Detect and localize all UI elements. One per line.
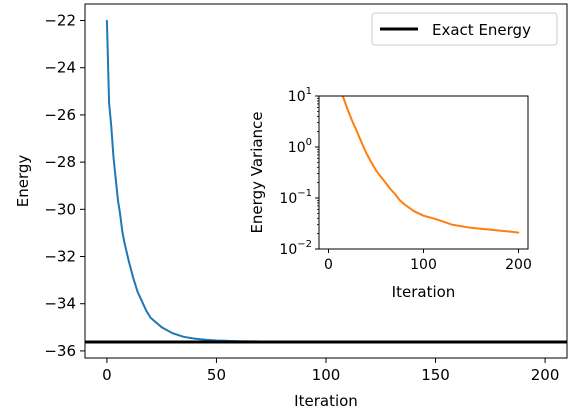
main-data-point	[136, 291, 139, 293]
legend-entry-exact-energy: Exact Energy	[432, 21, 531, 39]
inset-data-point	[508, 230, 510, 233]
main-y-tick-label: −26	[44, 106, 76, 124]
main-y-tick-label: −30	[44, 200, 76, 218]
inset-x-tick-label: 100	[410, 257, 437, 273]
main-y-tick-label: −36	[44, 342, 76, 360]
main-data-point	[141, 300, 143, 303]
main-data-point	[193, 337, 196, 340]
inset-data-point	[384, 181, 387, 184]
inset-data-point	[361, 142, 363, 144]
main-x-tick-label: 0	[102, 366, 112, 384]
main-y-tick-label: −22	[44, 12, 76, 30]
inset-data-point	[375, 169, 377, 172]
main-x-tick-label: 150	[421, 366, 450, 384]
main-data-point	[117, 199, 119, 201]
inset-data-point	[489, 228, 491, 231]
main-x-tick-label: 50	[207, 366, 226, 384]
main-data-point	[149, 317, 152, 319]
main-data-point	[182, 336, 185, 338]
inset-data-point	[498, 229, 501, 232]
inset-data-point	[413, 210, 415, 212]
main-data-point	[171, 332, 174, 335]
legend: Exact Energy	[371, 12, 558, 46]
inset-data-point	[432, 217, 434, 220]
inset-data-point	[399, 199, 401, 202]
main-y-ticks: −36 −34 −32 −30 −28 −26 −24 −22	[44, 12, 85, 360]
main-data-point	[123, 241, 126, 244]
legend-box	[371, 12, 558, 46]
main-x-tick-label: 100	[312, 366, 341, 384]
inset-series-line-0	[341, 95, 519, 234]
main-data-point	[110, 125, 113, 128]
main-data-point	[119, 213, 121, 215]
main-y-tick-label: −28	[44, 153, 76, 171]
main-data-point	[106, 19, 108, 22]
main-data-point	[204, 339, 207, 341]
inset-data-point	[517, 231, 520, 234]
inset-data-point	[380, 176, 382, 178]
inset-y-tick-label: 101	[288, 86, 312, 105]
main-y-tick-label: −34	[44, 295, 76, 313]
main-data-point	[160, 326, 163, 329]
inset-background	[319, 96, 528, 249]
main-data-point	[145, 310, 148, 312]
inset-data-point	[351, 120, 354, 122]
main-data-point	[128, 260, 130, 263]
inset-data-point	[370, 161, 373, 164]
inset-data-point	[451, 223, 453, 226]
inset-x-tick-label: 200	[505, 257, 532, 273]
main-data-point	[114, 177, 117, 180]
inset-y-tick-label: 10−2	[279, 239, 312, 258]
inset-x-ticks: 0 100 200	[324, 249, 532, 273]
inset-data-point	[394, 193, 396, 195]
inset-data-point	[479, 227, 482, 230]
inset-y-axis-label: Energy Variance	[248, 111, 266, 233]
inset-y-tick-label: 10−1	[279, 188, 312, 207]
main-data-point	[108, 102, 110, 104]
inset-y-tick-label: 100	[288, 137, 312, 156]
main-x-ticks: 0 50 100 150 200	[102, 358, 559, 384]
main-plot: 0 50 100 150 200 −36 −34 −32 −30 −28 −26 −24 −22 It…	[14, 3, 568, 410]
main-x-tick-label: 200	[531, 366, 560, 384]
main-y-axis-label: Energy	[14, 155, 32, 208]
inset-data-point	[403, 203, 406, 206]
inset-plot: 0 100 200 10−2 10−1 100 101 Iteration Energy …	[248, 86, 532, 301]
inset-data-point	[365, 152, 368, 155]
inset-data-point	[356, 130, 358, 133]
inset-data-point	[441, 220, 444, 223]
inset-data-point	[346, 108, 349, 110]
inset-data-point	[460, 225, 463, 227]
inset-data-point	[470, 227, 472, 229]
main-data-point	[125, 251, 128, 253]
inset-data-point	[422, 214, 425, 217]
inset-x-tick-label: 0	[324, 257, 333, 273]
inset-data-point	[389, 188, 392, 190]
main-data-point	[121, 229, 123, 232]
main-data-point	[112, 156, 115, 159]
main-y-tick-label: −24	[44, 59, 76, 77]
inset-series-layer	[341, 95, 520, 234]
inset-x-axis-label: Iteration	[392, 283, 456, 301]
main-x-axis-label: Iteration	[294, 392, 358, 410]
inset-y-ticks: 10−2 10−1 100 101	[279, 86, 319, 258]
main-data-point	[132, 277, 134, 279]
main-y-tick-label: −32	[44, 248, 76, 266]
